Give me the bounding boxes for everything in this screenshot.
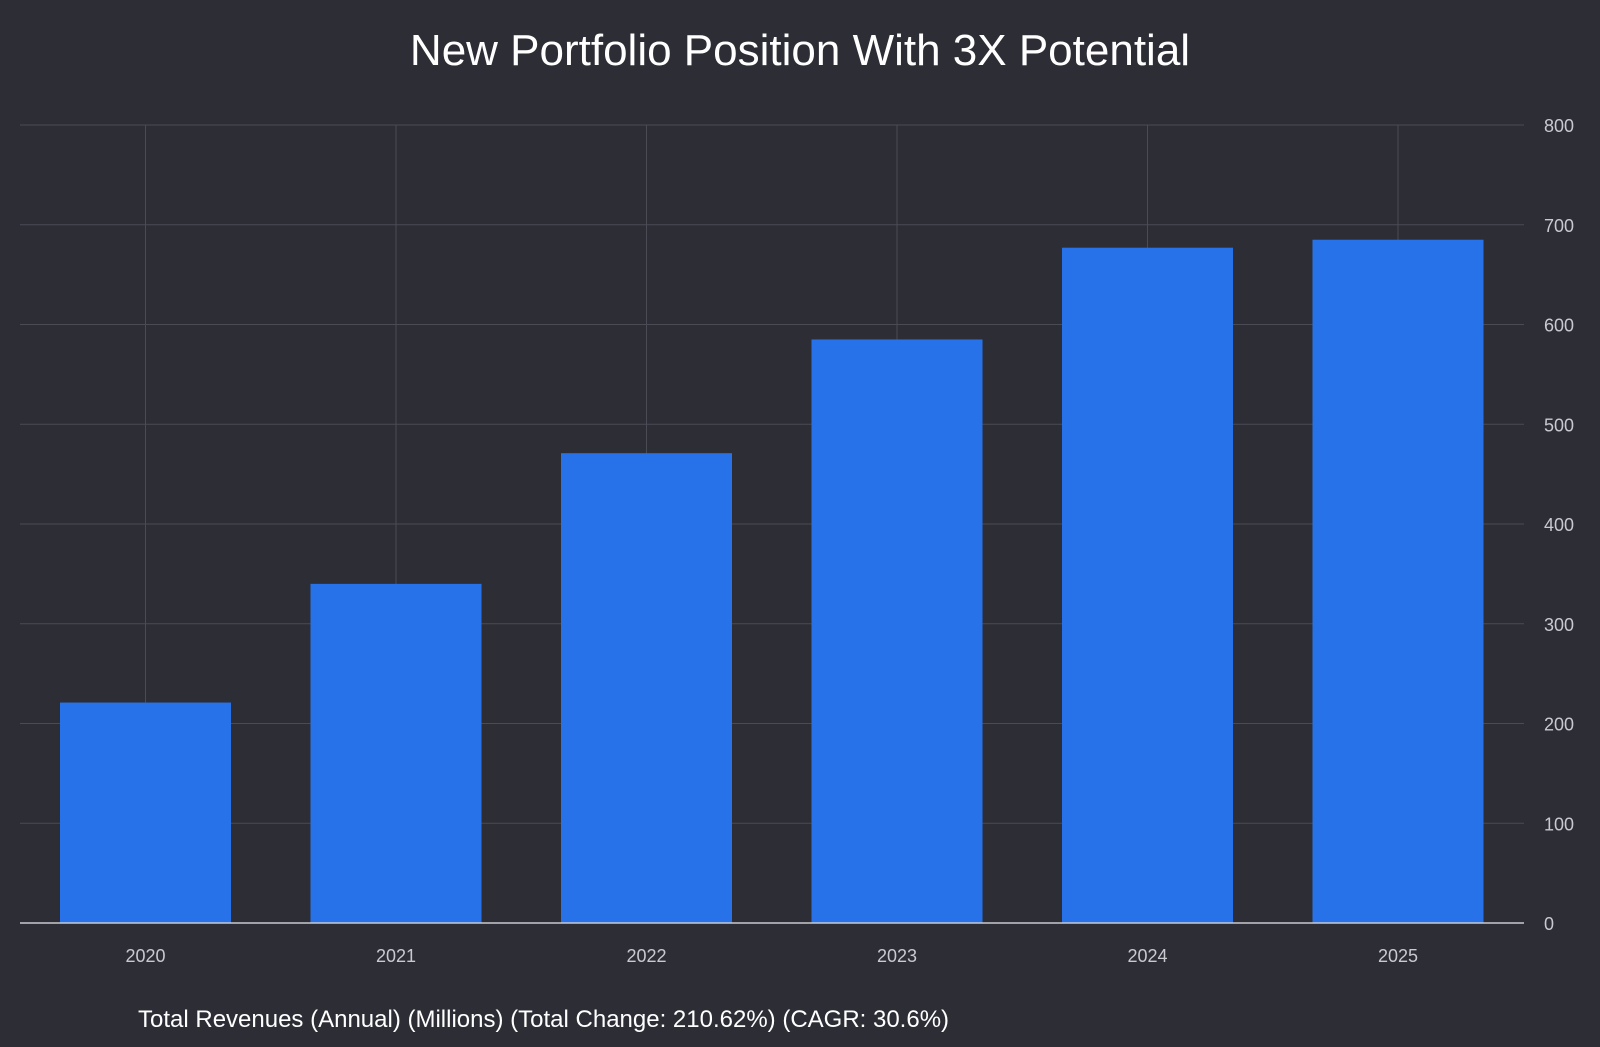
y-tick-label: 400 <box>1544 515 1574 535</box>
x-tick-label: 2025 <box>1378 946 1418 966</box>
bar-2025 <box>1312 239 1484 923</box>
grid-layer <box>20 124 1524 923</box>
x-tick-label: 2023 <box>877 946 917 966</box>
y-tick-label: 300 <box>1544 615 1574 635</box>
y-tick-label: 800 <box>1544 116 1574 136</box>
bar-2021 <box>310 583 482 923</box>
x-axis-caption: Total Revenues (Annual) (Millions) (Tota… <box>138 1006 950 1033</box>
y-tick-label: 100 <box>1544 814 1574 834</box>
y-tick-label: 600 <box>1544 316 1574 336</box>
y-tick-label: 700 <box>1544 216 1574 236</box>
chart-title: New Portfolio Position With 3X Potential <box>409 26 1191 75</box>
y-tick-label: 500 <box>1544 415 1574 435</box>
bars-layer <box>60 239 1484 923</box>
x-tick-label: 2020 <box>125 946 165 966</box>
x-tick-label: 2024 <box>1127 946 1167 966</box>
bar-2022 <box>561 453 732 923</box>
bar-2020 <box>60 702 231 923</box>
y-tick-label: 200 <box>1544 715 1574 735</box>
bar-2024 <box>1062 247 1233 923</box>
labels-layer: 0 100 200 300 400 500 600 700 800 2020 2021 2022 202… <box>125 116 1574 966</box>
y-tick-label: 0 <box>1544 914 1554 934</box>
bar-2023 <box>811 339 983 923</box>
x-tick-label: 2022 <box>626 946 666 966</box>
x-tick-label: 2021 <box>376 946 416 966</box>
